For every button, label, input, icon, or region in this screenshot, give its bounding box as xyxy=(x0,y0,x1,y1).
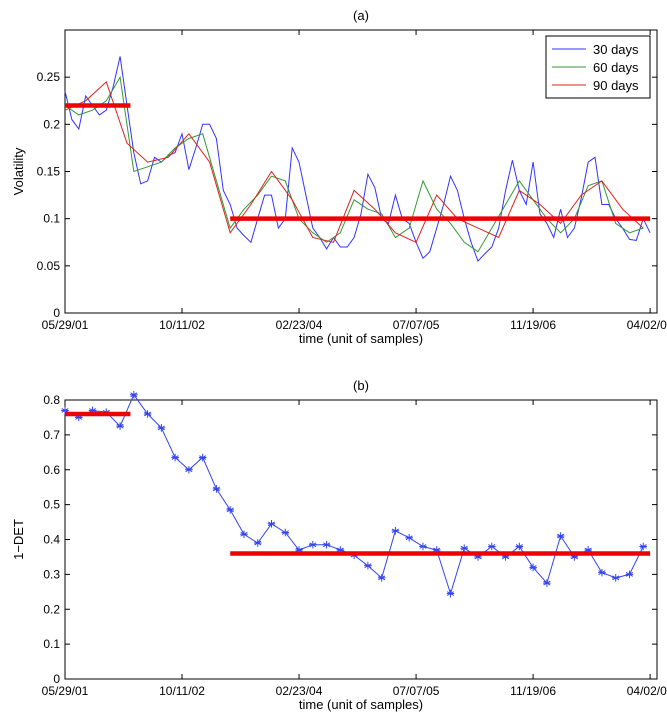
panel-b-data-point xyxy=(309,540,317,549)
legend-label-90-days: 90 days xyxy=(593,78,639,93)
panel-b-data-point xyxy=(130,390,138,399)
panel-b-data-point xyxy=(391,526,400,535)
panel-b-data-point xyxy=(543,579,551,587)
legend-label-60-days: 60 days xyxy=(593,60,639,75)
panel-a-y-tick-label: 0.05 xyxy=(37,259,61,273)
panel-a-x-axis-title: time (unit of samples) xyxy=(299,331,423,346)
panel-b-data-point xyxy=(487,542,496,551)
panel-a-y-tick-label: 0.15 xyxy=(37,165,61,179)
panel-b-data-point xyxy=(240,530,248,539)
panel-b-x-tick-label: 07/07/05 xyxy=(393,684,440,698)
panel-b-data-point xyxy=(198,453,207,462)
panel-b-data-point xyxy=(281,528,290,537)
panel-b-data-point xyxy=(515,542,524,551)
panel-b: (b) 0 0.1 0.2 0.3 0.4 0.5 0.6 0.7 0.8 05/29/01 10/1… xyxy=(11,378,667,712)
panel-b-data-point xyxy=(460,544,469,553)
panel-a-x-tick-label: 10/11/02 xyxy=(159,318,205,332)
panel-a-y-tick-label: 0.25 xyxy=(37,70,61,84)
panel-b-x-tick-label: 10/11/02 xyxy=(159,684,205,698)
panel-b-data-point xyxy=(446,589,455,598)
panel-a-x-tick-label: 11/19/06 xyxy=(510,318,556,332)
panel-a-y-tick-label: 0 xyxy=(53,306,60,320)
panel-b-y-tick-label: 0.5 xyxy=(43,498,60,512)
panel-a-x-tick-label: 05/29/01 xyxy=(42,318,89,332)
panel-b-data-point xyxy=(625,570,634,579)
panel-a-x-tick-label: 04/02/08 xyxy=(627,318,667,332)
panel-b-x-tick-label: 02/23/04 xyxy=(276,684,323,698)
panel-b-y-tick-label: 0.6 xyxy=(43,463,60,477)
panel-b-data-point xyxy=(253,539,262,547)
panel-a-title: (a) xyxy=(353,8,369,23)
panel-b-data-point xyxy=(639,542,648,551)
panel-b-y-tick-label: 0.4 xyxy=(43,533,60,547)
panel-b-x-tick-label: 05/29/01 xyxy=(42,684,89,698)
panel-b-data-point xyxy=(185,465,193,474)
panel-a-legend: 30 days 60 days 90 days xyxy=(545,35,651,99)
panel-b-data-point xyxy=(611,574,620,582)
panel-a-series-line-90-days xyxy=(64,81,644,243)
panel-b-data-point xyxy=(157,424,166,432)
panel-b-x-tick-label: 11/19/06 xyxy=(510,684,556,698)
legend-label-30-days: 30 days xyxy=(593,42,639,57)
panel-b-data-point xyxy=(556,532,565,540)
panel-b-y-tick-label: 0.3 xyxy=(43,567,60,581)
panel-b-data-point xyxy=(171,453,179,462)
panel-b-y-tick-label: 0.7 xyxy=(43,428,60,442)
panel-b-y-tick-label: 0.2 xyxy=(43,602,60,616)
panel-b-y-tick-label: 0.1 xyxy=(43,637,60,651)
panel-b-data-point xyxy=(267,520,276,528)
panel-b-data-point xyxy=(377,574,386,582)
panel-a-y-tick-label: 0.1 xyxy=(43,212,60,226)
panel-b-x-axis-title: time (unit of samples) xyxy=(299,697,423,712)
panel-a-y-tick-label: 0.2 xyxy=(43,117,60,131)
panel-b-data-point xyxy=(143,410,152,418)
panel-b-y-tick-label: 0.8 xyxy=(43,393,60,407)
panel-b-data-point xyxy=(405,533,413,542)
panel-b-y-axis-title: 1−DET xyxy=(11,519,26,560)
panel-b-y-tick-label: 0 xyxy=(53,672,60,686)
legend-box xyxy=(545,35,651,99)
panel-b-plot-frame xyxy=(64,399,658,680)
panel-a-x-tick-label: 07/07/05 xyxy=(393,318,440,332)
panel-b-x-tick-label: 04/02/08 xyxy=(627,684,667,698)
panel-b-data-point xyxy=(226,506,235,514)
panel-b-data-point xyxy=(419,542,427,551)
panel-b-data-point xyxy=(364,561,372,570)
panel-b-title: (b) xyxy=(353,378,369,393)
panel-a-y-axis-title: Volatility xyxy=(11,147,26,195)
panel-b-data-point xyxy=(598,568,606,577)
panel-b-data-point xyxy=(116,422,124,430)
panel-b-data-point xyxy=(322,540,331,549)
panel-b-data-point xyxy=(212,485,221,493)
panel-a: (a) 0 0.05 0.1 0.15 0.2 0.25 05/29/01 10/11/02 02… xyxy=(11,8,667,346)
panel-a-x-tick-label: 02/23/04 xyxy=(276,318,323,332)
panel-b-data-point xyxy=(529,563,537,572)
